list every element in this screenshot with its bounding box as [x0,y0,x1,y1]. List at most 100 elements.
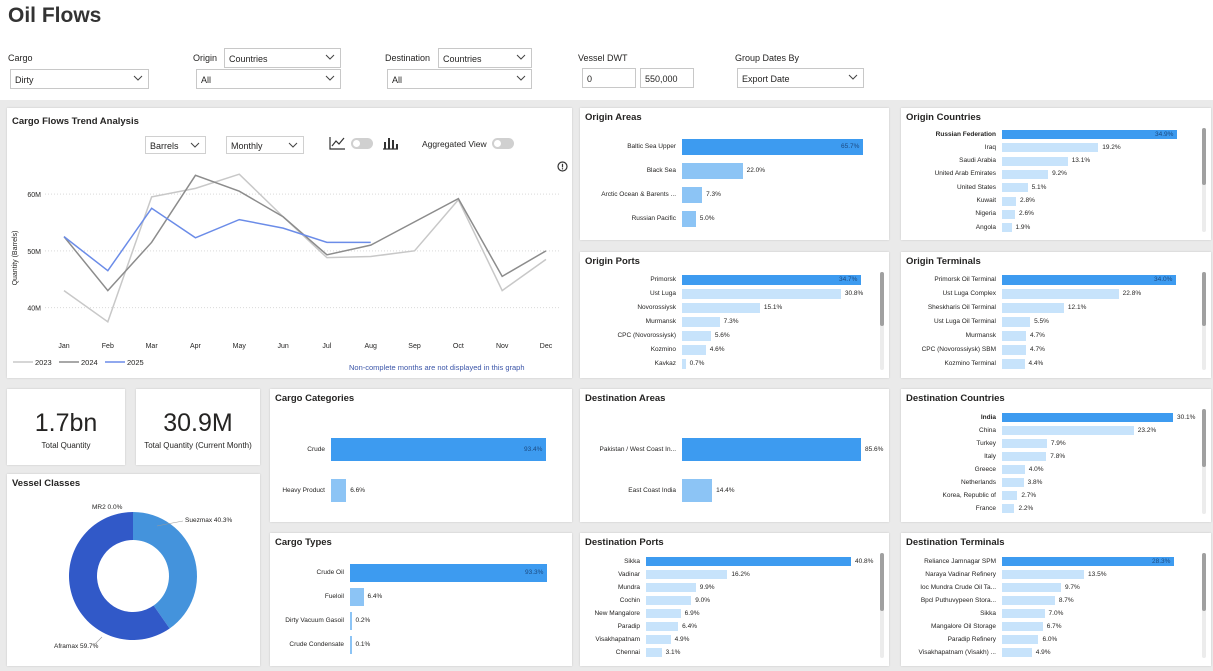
bar[interactable] [1002,169,1049,179]
bar[interactable] [1002,557,1174,566]
bar[interactable] [1002,345,1027,355]
bar[interactable] [1002,413,1173,422]
x-tick-label: Jul [322,343,331,350]
donut-label-aframax: Aframax 59.7% [54,643,99,650]
bar[interactable] [682,359,686,369]
aggregated-view-toggle[interactable] [492,138,514,149]
bar[interactable] [350,636,352,654]
bar[interactable] [1002,478,1024,487]
bar[interactable] [1002,570,1085,579]
bar[interactable] [682,139,863,155]
bar[interactable] [682,289,841,299]
bar[interactable] [682,345,706,355]
y-axis-label: Quantity (Barrels) [12,231,19,286]
dwt-min-input[interactable]: 0 [582,68,636,88]
group-dates-dropdown[interactable]: Export Date [737,68,864,88]
bar[interactable] [1002,143,1099,153]
bar[interactable] [1002,156,1068,166]
bar[interactable] [1002,504,1015,513]
scrollbar-thumb[interactable] [880,272,884,326]
scrollbar-thumb[interactable] [880,553,884,611]
bar[interactable] [682,479,713,502]
category-label: Visakhapatnam [595,635,640,643]
category-label: Iraq [984,143,996,151]
bar[interactable] [1002,196,1017,206]
scrollbar[interactable] [1202,409,1206,514]
category-label: Primorsk Oil Terminal [934,276,996,283]
scrollbar[interactable] [1202,272,1206,370]
chevron-down-icon [516,75,526,81]
data-label: 34.7% [839,276,858,283]
bar-card-destination-terminals: Destination Terminals Reliance Jamnagar S… [901,533,1211,666]
data-label: 6.7% [1046,622,1062,630]
bar[interactable] [1002,426,1134,435]
scrollbar-thumb[interactable] [1202,409,1206,467]
bar[interactable] [646,609,681,618]
bar[interactable] [1002,596,1055,605]
bar[interactable] [682,303,760,313]
bar[interactable] [1002,609,1045,618]
bar[interactable] [331,479,347,502]
bar[interactable] [1002,622,1043,631]
bar[interactable] [1002,275,1176,285]
scrollbar-thumb[interactable] [1202,553,1206,611]
period-dropdown[interactable]: Monthly [226,136,304,154]
bar[interactable] [350,564,547,582]
bar[interactable] [682,211,696,227]
category-label: Nigeria [975,210,996,218]
scrollbar[interactable] [880,553,884,658]
trend-card: Cargo Flows Trend Analysis Barrels Month… [7,108,572,378]
unit-dropdown[interactable]: Barrels [145,136,206,154]
bar[interactable] [646,635,671,644]
bar[interactable] [682,187,703,203]
chart-type-toggle[interactable] [351,138,373,149]
bar[interactable] [1002,303,1064,313]
origin-dropdown[interactable]: All [196,69,341,89]
bar[interactable] [1002,491,1018,500]
bar[interactable] [350,612,352,630]
bar[interactable] [1002,183,1028,193]
bar[interactable] [350,588,364,606]
category-label: Saudi Arabia [959,157,996,165]
bar[interactable] [682,317,720,327]
bar-chart-icon[interactable] [381,135,399,151]
bar[interactable] [1002,452,1047,461]
category-label: Cochin [619,596,640,604]
bar[interactable] [682,438,861,461]
scrollbar-thumb[interactable] [1202,272,1206,326]
bar[interactable] [1002,583,1061,592]
bar[interactable] [646,570,728,579]
bar[interactable] [1002,465,1025,474]
bar[interactable] [646,583,696,592]
scrollbar[interactable] [1202,553,1206,658]
scrollbar[interactable] [1202,128,1206,232]
bar[interactable] [1002,317,1031,327]
bar[interactable] [1002,223,1012,233]
bar[interactable] [682,163,743,179]
bar[interactable] [1002,359,1025,369]
bar[interactable] [682,331,711,341]
bar[interactable] [646,622,679,631]
scrollbar[interactable] [880,272,884,370]
bar[interactable] [682,275,861,285]
bar[interactable] [646,557,851,566]
bar[interactable] [1002,331,1027,341]
info-icon[interactable] [557,161,568,172]
line-chart-icon[interactable] [328,135,346,151]
cargo-dropdown[interactable]: Dirty [10,69,149,89]
bar[interactable] [1002,635,1039,644]
scrollbar-thumb[interactable] [1202,128,1206,186]
bar[interactable] [1002,130,1177,139]
data-label: 2.6% [1019,210,1034,218]
destination-mode-dropdown[interactable]: Countries [438,48,532,68]
bar[interactable] [331,438,546,461]
origin-mode-dropdown[interactable]: Countries [224,48,341,68]
bar[interactable] [1002,209,1016,219]
bar[interactable] [1002,439,1047,448]
dwt-max-input[interactable]: 550,000 [640,68,694,88]
bar[interactable] [1002,289,1119,299]
bar[interactable] [646,648,662,657]
bar[interactable] [1002,648,1032,657]
destination-dropdown[interactable]: All [387,69,532,89]
bar[interactable] [646,596,692,605]
